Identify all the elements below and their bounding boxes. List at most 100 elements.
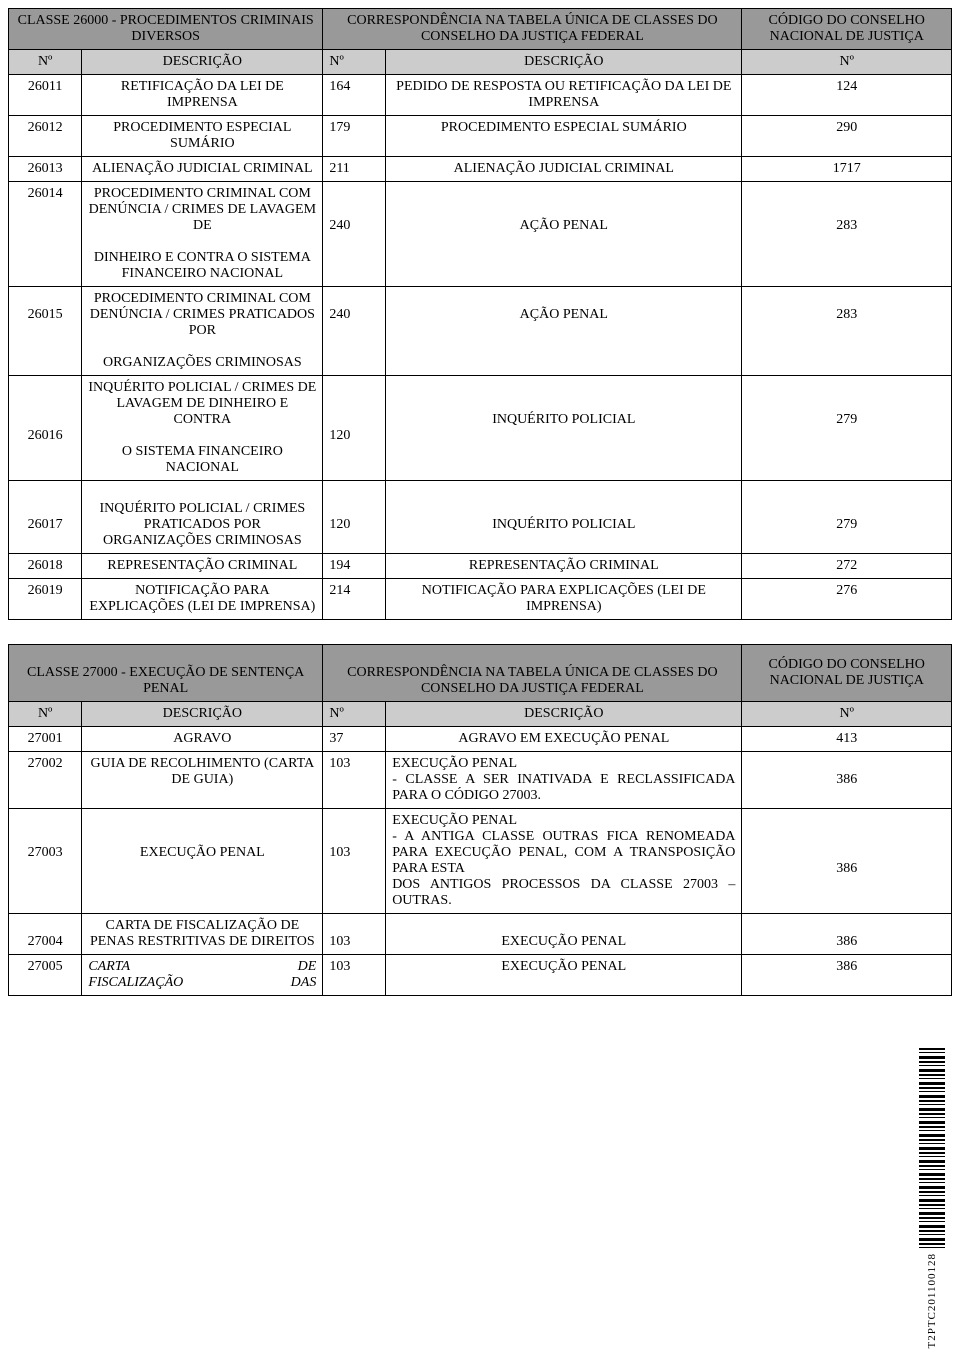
cell-n2: 37 xyxy=(323,727,386,752)
t1-col-d2: DESCRIÇÃO xyxy=(386,50,742,75)
cell-d1-d: DAS xyxy=(291,975,317,991)
cell-d1: CARTA DE FISCALIZAÇÃO DE PENAS RESTRITIV… xyxy=(82,914,323,955)
cell-n3: 124 xyxy=(742,75,952,116)
cell-n1: 27003 xyxy=(9,809,82,914)
cell-d2: PROCEDIMENTO ESPECIAL SUMÁRIO xyxy=(386,116,742,157)
cell-n2: 120 xyxy=(323,481,386,554)
t2-hdr-left: CLASSE 27000 - EXECUÇÃO DE SENTENÇA PENA… xyxy=(9,645,323,702)
cell-n3: 279 xyxy=(742,376,952,481)
cell-n3-text: 386 xyxy=(836,772,857,787)
cell-d1-a: CARTA xyxy=(88,959,130,975)
table-row: 27003 EXECUÇÃO PENAL 103 EXECUÇÃO PENAL … xyxy=(9,809,952,914)
table-row: 26017 INQUÉRITO POLICIAL / CRIMES PRATIC… xyxy=(9,481,952,554)
table-row: 27002 GUIA DE RECOLHIMENTO (CARTA DE GUI… xyxy=(9,752,952,809)
cell-d2: AÇÃO PENAL xyxy=(386,287,742,376)
cell-d2-text: EXECUÇÃO PENAL xyxy=(501,934,626,949)
cell-n3: 283 xyxy=(742,182,952,287)
cell-n1: 27005 xyxy=(9,955,82,996)
cell-n1: 26019 xyxy=(9,579,82,620)
cell-n3-text: 283 xyxy=(836,218,857,233)
t1-col-n3: Nº xyxy=(742,50,952,75)
cell-d1: PROCEDIMENTO CRIMINAL COM DENÚNCIA / CRI… xyxy=(82,182,323,287)
cell-n2: 179 xyxy=(323,116,386,157)
table-row: 27005 CARTA DE FISCALIZAÇÃO DAS 103 EXEC… xyxy=(9,955,952,996)
cell-d1: INQUÉRITO POLICIAL / CRIMES PRATICADOS P… xyxy=(82,481,323,554)
barcode: T2PTC201100128 xyxy=(912,1048,952,1348)
cell-n1-text: 26016 xyxy=(28,428,63,443)
cell-d1-text: EXECUÇÃO PENAL xyxy=(140,845,265,860)
cell-d2: EXECUÇÃO PENAL xyxy=(386,955,742,996)
cell-n1: 26014 xyxy=(9,182,82,287)
cell-d2-text: INQUÉRITO POLICIAL xyxy=(492,412,635,427)
cell-n2-text: 103 xyxy=(329,934,350,949)
cell-n2-text: 120 xyxy=(329,517,350,532)
cell-n2: 103 xyxy=(323,752,386,809)
cell-d1: NOTIFICAÇÃO PARA EXPLICAÇÕES (LEI DE IMP… xyxy=(82,579,323,620)
table-row: 27001 AGRAVO 37 AGRAVO EM EXECUÇÃO PENAL… xyxy=(9,727,952,752)
cell-n1: 27004 xyxy=(9,914,82,955)
table-row: 26014 PROCEDIMENTO CRIMINAL COM DENÚNCIA… xyxy=(9,182,952,287)
t1-hdr-right: CÓDIGO DO CONSELHO NACIONAL DE JUSTIÇA xyxy=(742,9,952,50)
cell-d2: ALIENAÇÃO JUDICIAL CRIMINAL xyxy=(386,157,742,182)
cell-d2-text: AÇÃO PENAL xyxy=(520,218,608,233)
cell-n2: 103 xyxy=(323,809,386,914)
cell-d2-text: INQUÉRITO POLICIAL xyxy=(492,517,635,532)
cell-n1: 26018 xyxy=(9,554,82,579)
cell-d1-b: ORGANIZAÇÕES CRIMINOSAS xyxy=(103,355,302,370)
cell-n2: 194 xyxy=(323,554,386,579)
cell-n2-text: 240 xyxy=(329,218,350,233)
cell-n2: 240 xyxy=(323,182,386,287)
t2-col-n1: Nº xyxy=(9,702,82,727)
cell-n3-text: 279 xyxy=(836,517,857,532)
cell-d1-a: INQUÉRITO POLICIAL / CRIMES DE LAVAGEM D… xyxy=(88,380,316,427)
cell-n1: 27002 xyxy=(9,752,82,809)
t2-hdr-mid-text: CORRESPONDÊNCIA NA TABELA ÚNICA DE CLASS… xyxy=(347,665,717,696)
cell-n3: 283 xyxy=(742,287,952,376)
barcode-icon xyxy=(919,1048,945,1249)
cell-n2: 214 xyxy=(323,579,386,620)
table-row: 26018 REPRESENTAÇÃO CRIMINAL 194 REPRESE… xyxy=(9,554,952,579)
barcode-label: T2PTC201100128 xyxy=(926,1253,938,1349)
cell-n1: 26017 xyxy=(9,481,82,554)
cell-d2: EXECUÇÃO PENAL - CLASSE A SER INATIVADA … xyxy=(386,752,742,809)
cell-n2-text: 103 xyxy=(329,845,350,860)
cell-n1-text: 26015 xyxy=(28,307,63,322)
cell-n3: 386 xyxy=(742,809,952,914)
cell-d1: AGRAVO xyxy=(82,727,323,752)
cell-n1: 26016 xyxy=(9,376,82,481)
t1-col-n1: Nº xyxy=(9,50,82,75)
cell-n2: 240 xyxy=(323,287,386,376)
cell-n1: 26011 xyxy=(9,75,82,116)
cell-d1-a: PROCEDIMENTO CRIMINAL COM DENÚNCIA / CRI… xyxy=(89,186,316,233)
cell-n3: 272 xyxy=(742,554,952,579)
cell-d2: EXECUÇÃO PENAL - A ANTIGA CLASSE OUTRAS … xyxy=(386,809,742,914)
cell-n3-text: 279 xyxy=(836,412,857,427)
cell-d2-text: PROCEDIMENTO ESPECIAL SUMÁRIO xyxy=(441,120,687,135)
table-row: 26012 PROCEDIMENTO ESPECIAL SUMÁRIO 179 … xyxy=(9,116,952,157)
cell-d1: GUIA DE RECOLHIMENTO (CARTA DE GUIA) xyxy=(82,752,323,809)
cell-d1-b: O SISTEMA FINANCEIRO NACIONAL xyxy=(122,444,283,475)
t2-col-n3: Nº xyxy=(742,702,952,727)
cell-n1: 26012 xyxy=(9,116,82,157)
cell-n3: 279 xyxy=(742,481,952,554)
t2-hdr-left-text: CLASSE 27000 - EXECUÇÃO DE SENTENÇA PENA… xyxy=(27,665,304,696)
cell-n2: 164 xyxy=(323,75,386,116)
cell-d1-text: INQUÉRITO POLICIAL / CRIMES PRATICADOS P… xyxy=(99,501,305,548)
cell-d2: NOTIFICAÇÃO PARA EXPLICAÇÕES (LEI DE IMP… xyxy=(386,579,742,620)
cell-d1-b: DINHEIRO E CONTRA O SISTEMA FINANCEIRO N… xyxy=(94,250,311,281)
cell-n1: 26013 xyxy=(9,157,82,182)
table-row: 26019 NOTIFICAÇÃO PARA EXPLICAÇÕES (LEI … xyxy=(9,579,952,620)
cell-d2: AGRAVO EM EXECUÇÃO PENAL xyxy=(386,727,742,752)
cell-n1-text: 27003 xyxy=(28,845,63,860)
cell-d1: RETIFICAÇÃO DA LEI DE IMPRENSA xyxy=(82,75,323,116)
cell-n1-text: 26017 xyxy=(28,517,63,532)
cell-d2: EXECUÇÃO PENAL xyxy=(386,914,742,955)
cell-d2: INQUÉRITO POLICIAL xyxy=(386,376,742,481)
cell-d1: PROCEDIMENTO CRIMINAL COM DENÚNCIA / CRI… xyxy=(82,287,323,376)
cell-n2: 211 xyxy=(323,157,386,182)
table-row: 26015 PROCEDIMENTO CRIMINAL COM DENÚNCIA… xyxy=(9,287,952,376)
cell-n3-text: 283 xyxy=(836,307,857,322)
cell-d1-c: FISCALIZAÇÃO xyxy=(88,975,183,991)
cell-d2-text: AÇÃO PENAL xyxy=(520,307,608,322)
cell-n3-text: 386 xyxy=(836,861,857,876)
